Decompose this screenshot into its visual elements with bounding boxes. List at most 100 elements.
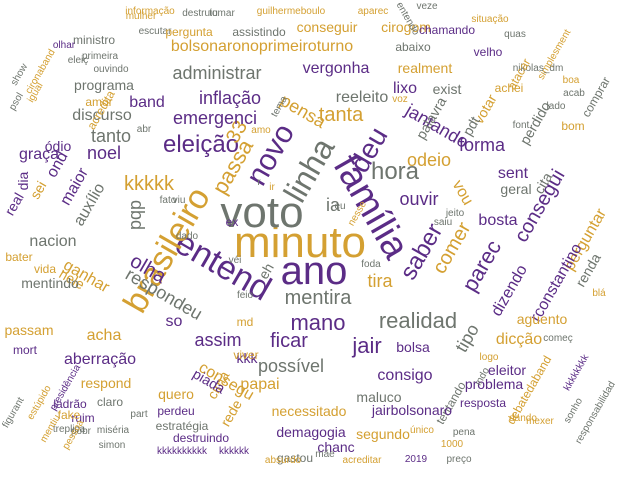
cloud-word: kkk <box>236 350 258 366</box>
cloud-word: r <box>257 177 261 188</box>
cloud-word: psol <box>7 91 26 113</box>
cloud-word: 2019 <box>404 454 428 465</box>
cloud-word: claro <box>96 395 124 409</box>
cloud-word: consigo <box>377 367 433 384</box>
cloud-word: dicção <box>495 331 543 348</box>
cloud-word: rede <box>217 396 245 430</box>
cloud-word: aberração <box>63 351 137 368</box>
cloud-word: bolsonaronoprimeiroturno <box>170 38 354 55</box>
cloud-word: viu <box>172 195 186 206</box>
cloud-word: kkkkkkkk <box>561 352 592 393</box>
cloud-word: conseguir <box>296 19 358 35</box>
cloud-word: bosta <box>478 212 518 229</box>
cloud-word: informação <box>125 6 175 17</box>
cloud-word: dado <box>175 231 199 242</box>
cloud-word: exist <box>432 81 462 97</box>
cloud-word: real <box>1 189 27 219</box>
cloud-word: tomar <box>209 8 235 19</box>
cloud-word: band <box>129 94 165 111</box>
cloud-word: maluco <box>356 389 402 405</box>
cloud-word: atacar <box>504 56 534 92</box>
cloud-word: eleitor <box>487 362 527 378</box>
cloud-word: guilhermeboulo <box>256 6 326 17</box>
cloud-word: administrar <box>172 63 262 83</box>
cloud-word: saiu <box>433 217 453 228</box>
cloud-word: fake <box>57 408 81 422</box>
cloud-word: olhar <box>52 40 76 51</box>
cloud-word: situação <box>471 14 509 25</box>
cloud-word: perdeu <box>157 404 195 418</box>
cloud-word: responsabilidad <box>573 379 618 446</box>
cloud-word: eu <box>334 201 346 212</box>
cloud-word: ouvindo <box>93 64 129 75</box>
cloud-word: primeira <box>81 51 119 62</box>
cloud-word: simon <box>98 440 126 451</box>
cloud-word: tanto <box>90 126 132 146</box>
cloud-word: so <box>165 313 183 330</box>
cloud-word: pena <box>452 427 476 438</box>
cloud-word: pergunta <box>165 25 213 39</box>
cloud-word: vou <box>448 177 477 209</box>
cloud-word: problema <box>464 376 524 392</box>
cloud-word: preço <box>446 454 472 465</box>
cloud-word: kkkkkkkkkk <box>157 446 207 457</box>
cloud-word: miséria <box>96 425 130 436</box>
cloud-word: necessitado <box>271 403 347 419</box>
cloud-word: voz <box>392 94 408 105</box>
cloud-word: kkkkk <box>124 173 174 195</box>
cloud-word: abaixo <box>395 40 431 54</box>
cloud-word: absurdo <box>264 455 302 466</box>
cloud-word: dando <box>509 413 537 424</box>
cloud-word: quas <box>504 29 526 40</box>
cloud-word: mãe <box>315 449 335 460</box>
cloud-word: aguento <box>516 311 568 327</box>
cloud-word: tira <box>367 271 393 291</box>
cloud-word: ódio <box>44 138 72 154</box>
cloud-word: pobr <box>70 426 92 437</box>
cloud-word: noel <box>86 143 122 163</box>
cloud-word: lixo <box>392 80 418 97</box>
cloud-word: nikolas_dm <box>512 63 564 74</box>
cloud-word: escutar <box>138 26 172 37</box>
cloud-word: bater <box>5 250 33 264</box>
cloud-word: vergonha <box>302 60 370 77</box>
cloud-word: boa <box>562 75 580 86</box>
cloud-word: treplica <box>52 424 86 435</box>
cloud-word: mentindo <box>21 275 79 291</box>
cloud-word: veze <box>416 1 438 12</box>
cloud-word: véi <box>228 255 242 266</box>
cloud-word: resposta <box>459 396 507 410</box>
cloud-word: eleiç <box>67 55 89 66</box>
cloud-word: reeleito <box>335 89 389 106</box>
cloud-word: abr <box>136 124 152 135</box>
cloud-word: programa <box>74 77 134 93</box>
cloud-word: blá <box>592 288 606 299</box>
cloud-word: aparec <box>357 6 389 17</box>
cloud-word: feio <box>236 290 254 301</box>
cloud-word: bolsa <box>396 339 430 355</box>
cloud-word: tanta <box>318 104 364 126</box>
cloud-word: destruiu <box>182 8 218 19</box>
cloud-word: realment <box>397 60 453 76</box>
cloud-word: acha <box>86 327 122 344</box>
cloud-word: amo <box>251 125 271 136</box>
cloud-word: discurso <box>72 107 132 124</box>
cloud-word: font <box>512 120 530 131</box>
cloud-word: mort <box>13 343 37 357</box>
cloud-word: ouvir <box>399 189 439 209</box>
cloud-word: logo <box>479 352 499 363</box>
cloud-word: fato <box>159 195 177 206</box>
cloud-word: jair <box>352 333 382 358</box>
cloud-word: ruim <box>71 411 95 425</box>
cloud-word: realidad <box>378 308 458 333</box>
cloud-word: nacion <box>29 233 77 250</box>
cloud-word: part <box>130 409 148 420</box>
cloud-word: assim <box>194 330 242 350</box>
cloud-word: viver <box>233 348 259 362</box>
cloud-word: papai <box>240 376 280 393</box>
cloud-word: mulher <box>125 11 157 22</box>
cloud-word: velho <box>473 45 503 59</box>
cloud-word: quero <box>158 386 194 402</box>
cloud-word: estratégia <box>155 419 209 433</box>
